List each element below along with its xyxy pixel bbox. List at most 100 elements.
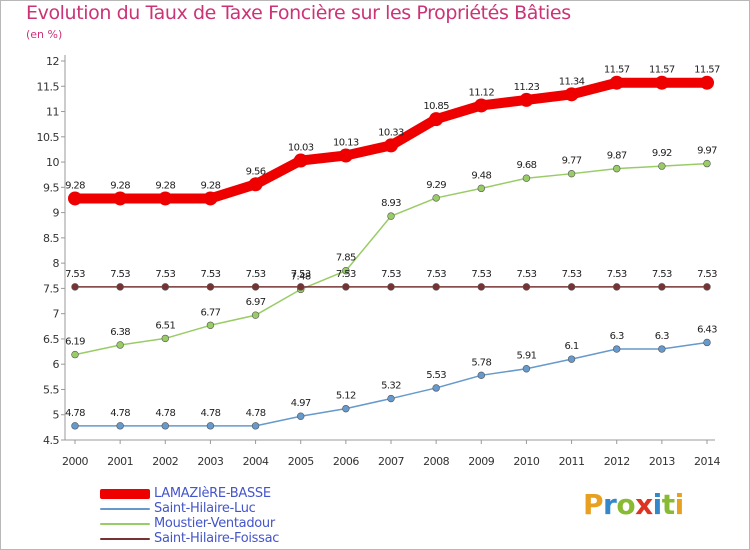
- series-point: [703, 283, 711, 291]
- legend-swatch: [100, 522, 150, 525]
- series-point: [342, 283, 350, 291]
- legend-label: Saint-Hilaire-Luc: [154, 501, 256, 516]
- series-point: [432, 283, 440, 291]
- data-label: 9.97: [697, 146, 717, 157]
- data-label: 10.13: [333, 137, 359, 148]
- data-label: 7.53: [426, 269, 446, 280]
- y-tick-label: 8: [53, 257, 60, 270]
- x-tick-label: 2005: [288, 455, 314, 468]
- series-point: [429, 112, 444, 127]
- series-point: [206, 321, 215, 329]
- series-point: [658, 162, 666, 170]
- y-tick-label: 9: [53, 207, 60, 220]
- data-label: 6.97: [246, 297, 266, 308]
- y-tick-label: 11: [46, 106, 59, 119]
- series-point: [342, 404, 350, 413]
- data-label: 7.53: [110, 269, 130, 280]
- y-tick-label: 9.5: [43, 181, 59, 194]
- y-tick-label: 6: [53, 358, 60, 371]
- data-label: 6.77: [200, 307, 220, 318]
- series-point: [342, 267, 350, 275]
- brand-letter: P: [583, 488, 604, 521]
- legend-swatch: [100, 507, 150, 510]
- legend-item: Saint-Hilaire-Luc: [100, 501, 279, 516]
- data-label: 4.97: [291, 398, 311, 409]
- data-label: 9.56: [246, 166, 266, 177]
- data-label: 7.53: [652, 269, 672, 280]
- data-label: 4.78: [246, 408, 266, 419]
- data-label: 7.53: [336, 269, 356, 280]
- proxiti-logo: Proxiti: [583, 488, 684, 521]
- chart-title: Evolution du Taux de Taxe Foncière sur l…: [26, 2, 571, 24]
- y-tick-label: 5: [53, 409, 60, 422]
- series-point: [477, 283, 485, 291]
- legend-label: Moustier-Ventadour: [154, 516, 275, 531]
- brand-letter: t: [661, 488, 675, 521]
- chart-legend: LAMAZIèRE-BASSE Saint-Hilaire-Luc Moustier…: [100, 486, 279, 546]
- series-point: [658, 283, 666, 291]
- data-label: 7.53: [155, 269, 175, 280]
- x-tick-label: 2002: [152, 455, 178, 468]
- legend-item: Moustier-Ventadour: [100, 516, 279, 531]
- x-tick-label: 2012: [604, 455, 630, 468]
- y-tick-label: 6.5: [43, 333, 59, 346]
- data-label: 6.43: [697, 324, 717, 335]
- data-label: 10.33: [378, 127, 404, 138]
- legend-label: LAMAZIèRE-BASSE: [154, 486, 271, 501]
- series-point: [158, 191, 173, 206]
- legend-swatch: [100, 488, 150, 499]
- y-tick-label: 8.5: [43, 232, 59, 245]
- x-tick-label: 2013: [649, 455, 675, 468]
- data-label: 9.87: [607, 151, 627, 162]
- data-label: 9.28: [155, 180, 175, 191]
- data-label: 10.03: [288, 143, 314, 154]
- series-point: [522, 283, 531, 291]
- data-label: 4.78: [65, 408, 85, 419]
- x-tick-label: 2006: [333, 455, 359, 468]
- series-point: [384, 138, 398, 153]
- series-point: [251, 422, 260, 430]
- series-point: [700, 75, 714, 90]
- x-tick-label: 2011: [559, 455, 585, 468]
- y-tick-label: 12: [46, 55, 59, 68]
- data-label: 6.3: [655, 331, 669, 342]
- y-tick-label: 10.5: [37, 131, 60, 144]
- x-tick-label: 2008: [423, 455, 449, 468]
- data-label: 6.51: [155, 320, 175, 331]
- series-point: [613, 345, 621, 353]
- series-point: [522, 365, 531, 373]
- data-label: 7.53: [200, 269, 220, 280]
- brand-letter: x: [635, 488, 653, 521]
- data-label: 5.91: [516, 351, 536, 362]
- series-point: [477, 371, 485, 380]
- brand-letter: i: [652, 488, 663, 521]
- data-label: 5.32: [381, 381, 401, 392]
- series-point: [68, 191, 82, 206]
- data-label: 6.1: [565, 341, 579, 352]
- brand-letter: r: [603, 488, 617, 521]
- data-label: 5.12: [336, 391, 356, 402]
- y-tick-label: 5.5: [43, 383, 59, 396]
- series-point: [203, 191, 218, 206]
- series-point: [613, 283, 621, 291]
- data-label: 7.53: [246, 269, 266, 280]
- series-point: [206, 283, 215, 291]
- data-label: 11.57: [694, 65, 720, 76]
- series-point: [297, 283, 305, 291]
- series-point: [567, 169, 576, 178]
- series-point: [116, 422, 124, 430]
- data-label: 9.29: [426, 180, 446, 191]
- data-label: 9.28: [110, 180, 130, 191]
- data-label: 11.12: [468, 87, 494, 98]
- series-point: [522, 174, 531, 182]
- data-label: 7.53: [381, 269, 401, 280]
- series-point: [248, 177, 263, 192]
- data-label: 5.78: [471, 357, 491, 368]
- data-label: 6.3: [610, 331, 624, 342]
- series-point: [161, 422, 169, 430]
- series-point: [116, 283, 124, 291]
- x-tick-label: 2000: [62, 455, 88, 468]
- data-label: 11.57: [604, 65, 630, 76]
